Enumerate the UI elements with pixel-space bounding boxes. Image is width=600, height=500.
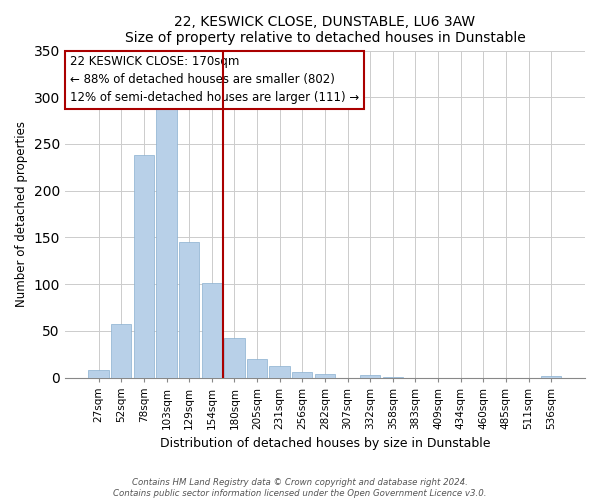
Title: 22, KESWICK CLOSE, DUNSTABLE, LU6 3AW
Size of property relative to detached hous: 22, KESWICK CLOSE, DUNSTABLE, LU6 3AW Si…: [125, 15, 525, 45]
Text: 22 KESWICK CLOSE: 170sqm
← 88% of detached houses are smaller (802)
12% of semi-: 22 KESWICK CLOSE: 170sqm ← 88% of detach…: [70, 56, 359, 104]
Bar: [360, 374, 380, 378]
Bar: [383, 376, 403, 378]
Bar: [224, 338, 245, 378]
Bar: [134, 155, 154, 378]
Bar: [292, 372, 313, 378]
Bar: [179, 242, 199, 378]
Y-axis label: Number of detached properties: Number of detached properties: [15, 121, 28, 307]
Bar: [88, 370, 109, 378]
Text: Contains HM Land Registry data © Crown copyright and database right 2024.
Contai: Contains HM Land Registry data © Crown c…: [113, 478, 487, 498]
Bar: [111, 324, 131, 378]
Bar: [315, 374, 335, 378]
Bar: [541, 376, 562, 378]
Bar: [202, 283, 222, 378]
Bar: [157, 106, 176, 378]
Bar: [269, 366, 290, 378]
Bar: [247, 359, 267, 378]
X-axis label: Distribution of detached houses by size in Dunstable: Distribution of detached houses by size …: [160, 437, 490, 450]
